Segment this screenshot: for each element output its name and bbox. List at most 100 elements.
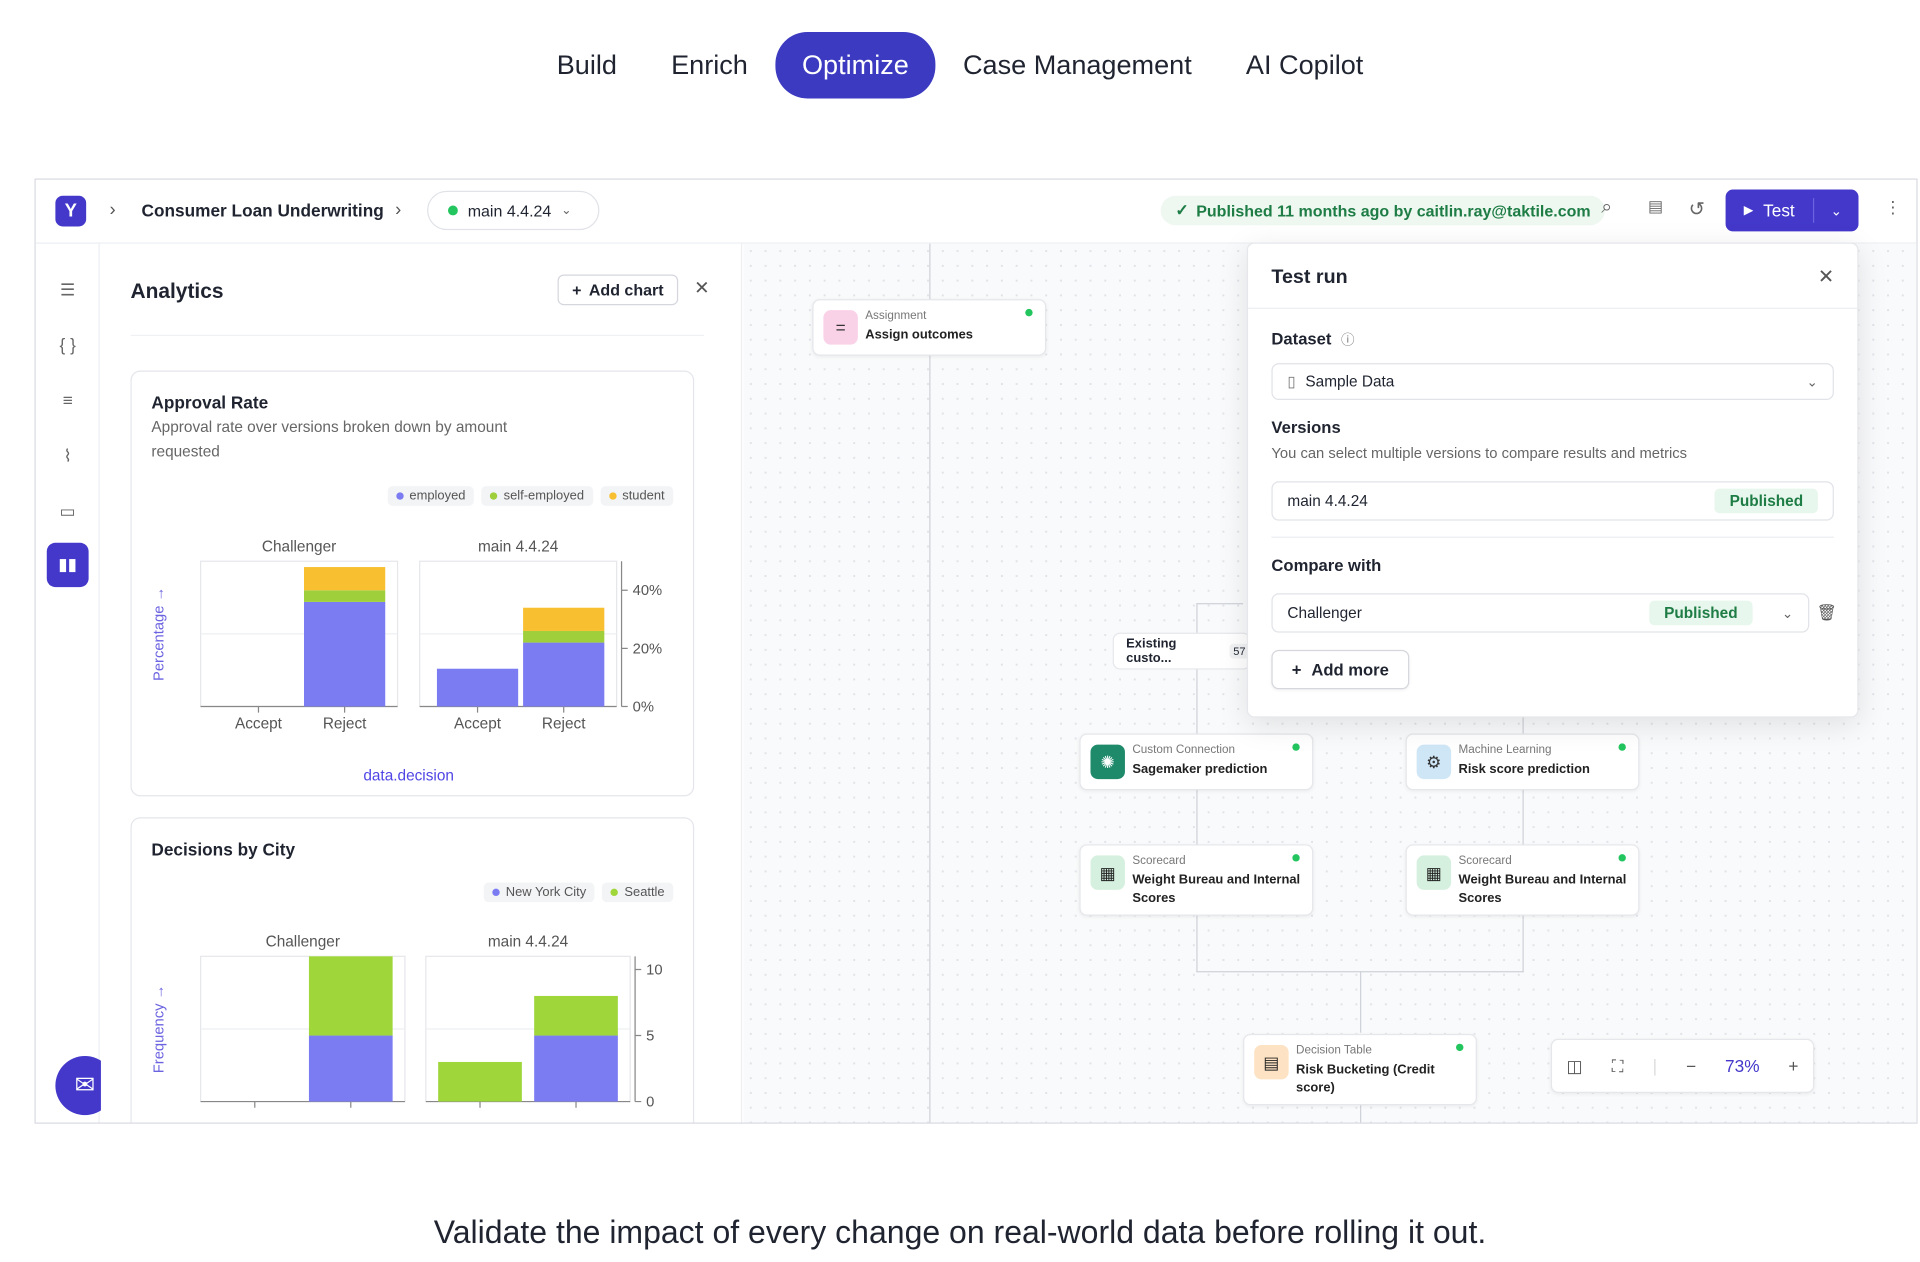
decisions-by-city-chart: Frequency → Challenger main 4.4.24 0 5 10 <box>152 933 663 1110</box>
chevron-down-icon: ⌄ <box>1806 374 1818 390</box>
node-label: Assign outcomes <box>865 327 973 343</box>
bar <box>438 1061 522 1102</box>
connector-line <box>1196 603 1244 605</box>
more-vertical-icon[interactable]: ⋮ <box>1884 196 1902 217</box>
map-icon[interactable]: ◫ <box>1566 1055 1583 1076</box>
node-type: Decision Table <box>1296 1043 1372 1058</box>
add-chart-label: Add chart <box>588 280 664 300</box>
chart-title: Approval Rate <box>151 392 269 413</box>
tab-optimize[interactable]: Optimize <box>774 32 936 99</box>
bar <box>304 601 386 707</box>
node-scorecard[interactable]: ▦ Scorecard Weight Bureau and Internal S… <box>1405 844 1640 916</box>
status-badge: Published <box>1714 488 1818 514</box>
plus-icon: + <box>1291 660 1302 679</box>
connector-line <box>1522 711 1524 973</box>
dataset-select[interactable]: ▯ Sample Data ⌄ <box>1271 363 1834 401</box>
legend-label: self-employed <box>503 488 585 504</box>
panel-title: main 4.4.24 <box>488 933 569 950</box>
status-badge: Published <box>1649 600 1753 626</box>
legend-swatch <box>490 492 498 500</box>
node-type: Custom Connection <box>1132 743 1236 757</box>
branch-selector[interactable]: main 4.4.24 ⌄ <box>427 190 600 231</box>
top-nav: Build Enrich Optimize Case Management AI… <box>0 32 1920 99</box>
node-type: Scorecard <box>1458 854 1512 868</box>
node-label: Weight Bureau and Internal Scores <box>1132 872 1301 906</box>
node-decision-table[interactable]: ▤ Decision Table Risk Bucketing (Credit … <box>1243 1033 1477 1106</box>
node-label: Sagemaker prediction <box>1132 761 1268 777</box>
y-tick-label: 0 <box>646 1094 654 1110</box>
test-button[interactable]: ▶ Test ⌄ <box>1725 189 1859 232</box>
tab-case-management[interactable]: Case Management <box>962 49 1192 81</box>
x-axis-label: data.decision <box>363 767 454 784</box>
add-chart-button[interactable]: + Add chart <box>557 274 679 306</box>
compare-value: Challenger <box>1287 604 1362 622</box>
divider: | <box>1652 1056 1658 1076</box>
bar <box>308 956 393 1036</box>
published-text: Published 11 months ago by caitlin.ray@t… <box>1196 201 1591 220</box>
legend-swatch <box>492 888 500 897</box>
history-icon[interactable]: ↺ <box>1688 199 1706 221</box>
x-tick-label: Reject <box>542 716 586 733</box>
branch-existing-customer[interactable]: Existing custo... 57 <box>1112 632 1251 670</box>
legend-item: student <box>600 486 674 506</box>
dataset-label-text: Dataset <box>1271 329 1332 349</box>
tab-build[interactable]: Build <box>556 49 617 81</box>
node-assignment[interactable]: = Assignment Assign outcomes <box>812 299 1047 356</box>
code-braces-icon[interactable]: { } <box>59 334 76 355</box>
legend-swatch <box>395 492 404 500</box>
test-run-title: Test run <box>1271 267 1348 289</box>
bar <box>523 630 605 643</box>
status-dot-icon <box>1618 854 1626 862</box>
zoom-level: 73% <box>1725 1056 1760 1076</box>
calculator-icon: ▦ <box>1416 855 1452 890</box>
status-dot-icon <box>1618 743 1626 751</box>
bar <box>534 1035 618 1102</box>
database-icon[interactable]: ☰ <box>59 279 76 300</box>
version-field[interactable]: main 4.4.24 Published <box>1271 481 1834 521</box>
zoom-out-icon[interactable]: − <box>1686 1056 1697 1076</box>
compare-select[interactable]: Challenger Published ⌄ <box>1271 593 1810 633</box>
legend-label: New York City <box>505 884 587 900</box>
chart-title: Decisions by City <box>151 839 296 860</box>
document-icon[interactable]: ▭ <box>59 500 76 521</box>
chip-icon: ⚙ <box>1416 744 1452 780</box>
tab-ai-copilot[interactable]: AI Copilot <box>1245 49 1364 81</box>
sliders-icon[interactable]: ≡ <box>62 390 73 410</box>
analytics-title: Analytics <box>130 279 224 303</box>
close-icon[interactable]: ✕ <box>1817 267 1835 289</box>
branch-label: main 4.4.24 <box>467 201 552 220</box>
activity-icon[interactable]: ⌇ <box>63 445 72 466</box>
analytics-panel: Analytics + Add chart ✕ Approval Rate Ap… <box>100 243 801 1123</box>
add-more-button[interactable]: + Add more <box>1271 649 1410 690</box>
approval-rate-chart: Percentage → Challenger Accept Reject main 4… <box>152 538 663 784</box>
analytics-icon[interactable]: ▮▮ <box>46 542 89 588</box>
node-machine-learning[interactable]: ⚙ Machine Learning Risk score prediction <box>1405 733 1640 791</box>
legend-swatch <box>608 492 617 500</box>
connector-line <box>1360 971 1362 1033</box>
chevron-down-icon: ⌄ <box>561 203 572 218</box>
trash-icon[interactable]: 🗑 <box>1816 603 1837 622</box>
node-custom-connection[interactable]: ✺ Custom Connection Sagemaker prediction <box>1079 733 1314 791</box>
tab-enrich[interactable]: Enrich <box>671 49 748 81</box>
chevron-right-icon: › <box>395 199 402 221</box>
y-axis-label: Frequency → <box>152 985 168 1074</box>
search-icon[interactable]: ⌕ <box>1601 196 1613 218</box>
node-scorecard[interactable]: ▦ Scorecard Weight Bureau and Internal S… <box>1079 844 1314 916</box>
status-dot-icon <box>1025 308 1033 317</box>
y-tick-label: 40% <box>633 583 663 599</box>
comment-icon[interactable]: ▤ <box>1648 196 1664 216</box>
logo-icon[interactable]: Y <box>55 195 87 227</box>
panel-title: main 4.4.24 <box>478 538 559 555</box>
equals-icon: = <box>823 310 858 345</box>
dataset-value: Sample Data <box>1305 372 1395 391</box>
versions-label: Versions <box>1271 418 1341 437</box>
chart-card-approval-rate: Approval Rate Approval rate over version… <box>130 370 695 797</box>
status-dot-icon <box>448 205 458 216</box>
zoom-in-icon[interactable]: + <box>1788 1056 1799 1076</box>
info-icon[interactable]: ⓘ <box>1341 333 1355 349</box>
fullscreen-icon[interactable]: ⛶ <box>1611 1055 1624 1076</box>
chevron-down-icon[interactable]: ⌄ <box>1830 203 1843 219</box>
openai-icon: ✺ <box>1090 744 1125 780</box>
breadcrumb-flow[interactable]: Consumer Loan Underwriting <box>141 200 384 221</box>
close-icon[interactable]: ✕ <box>694 278 710 300</box>
